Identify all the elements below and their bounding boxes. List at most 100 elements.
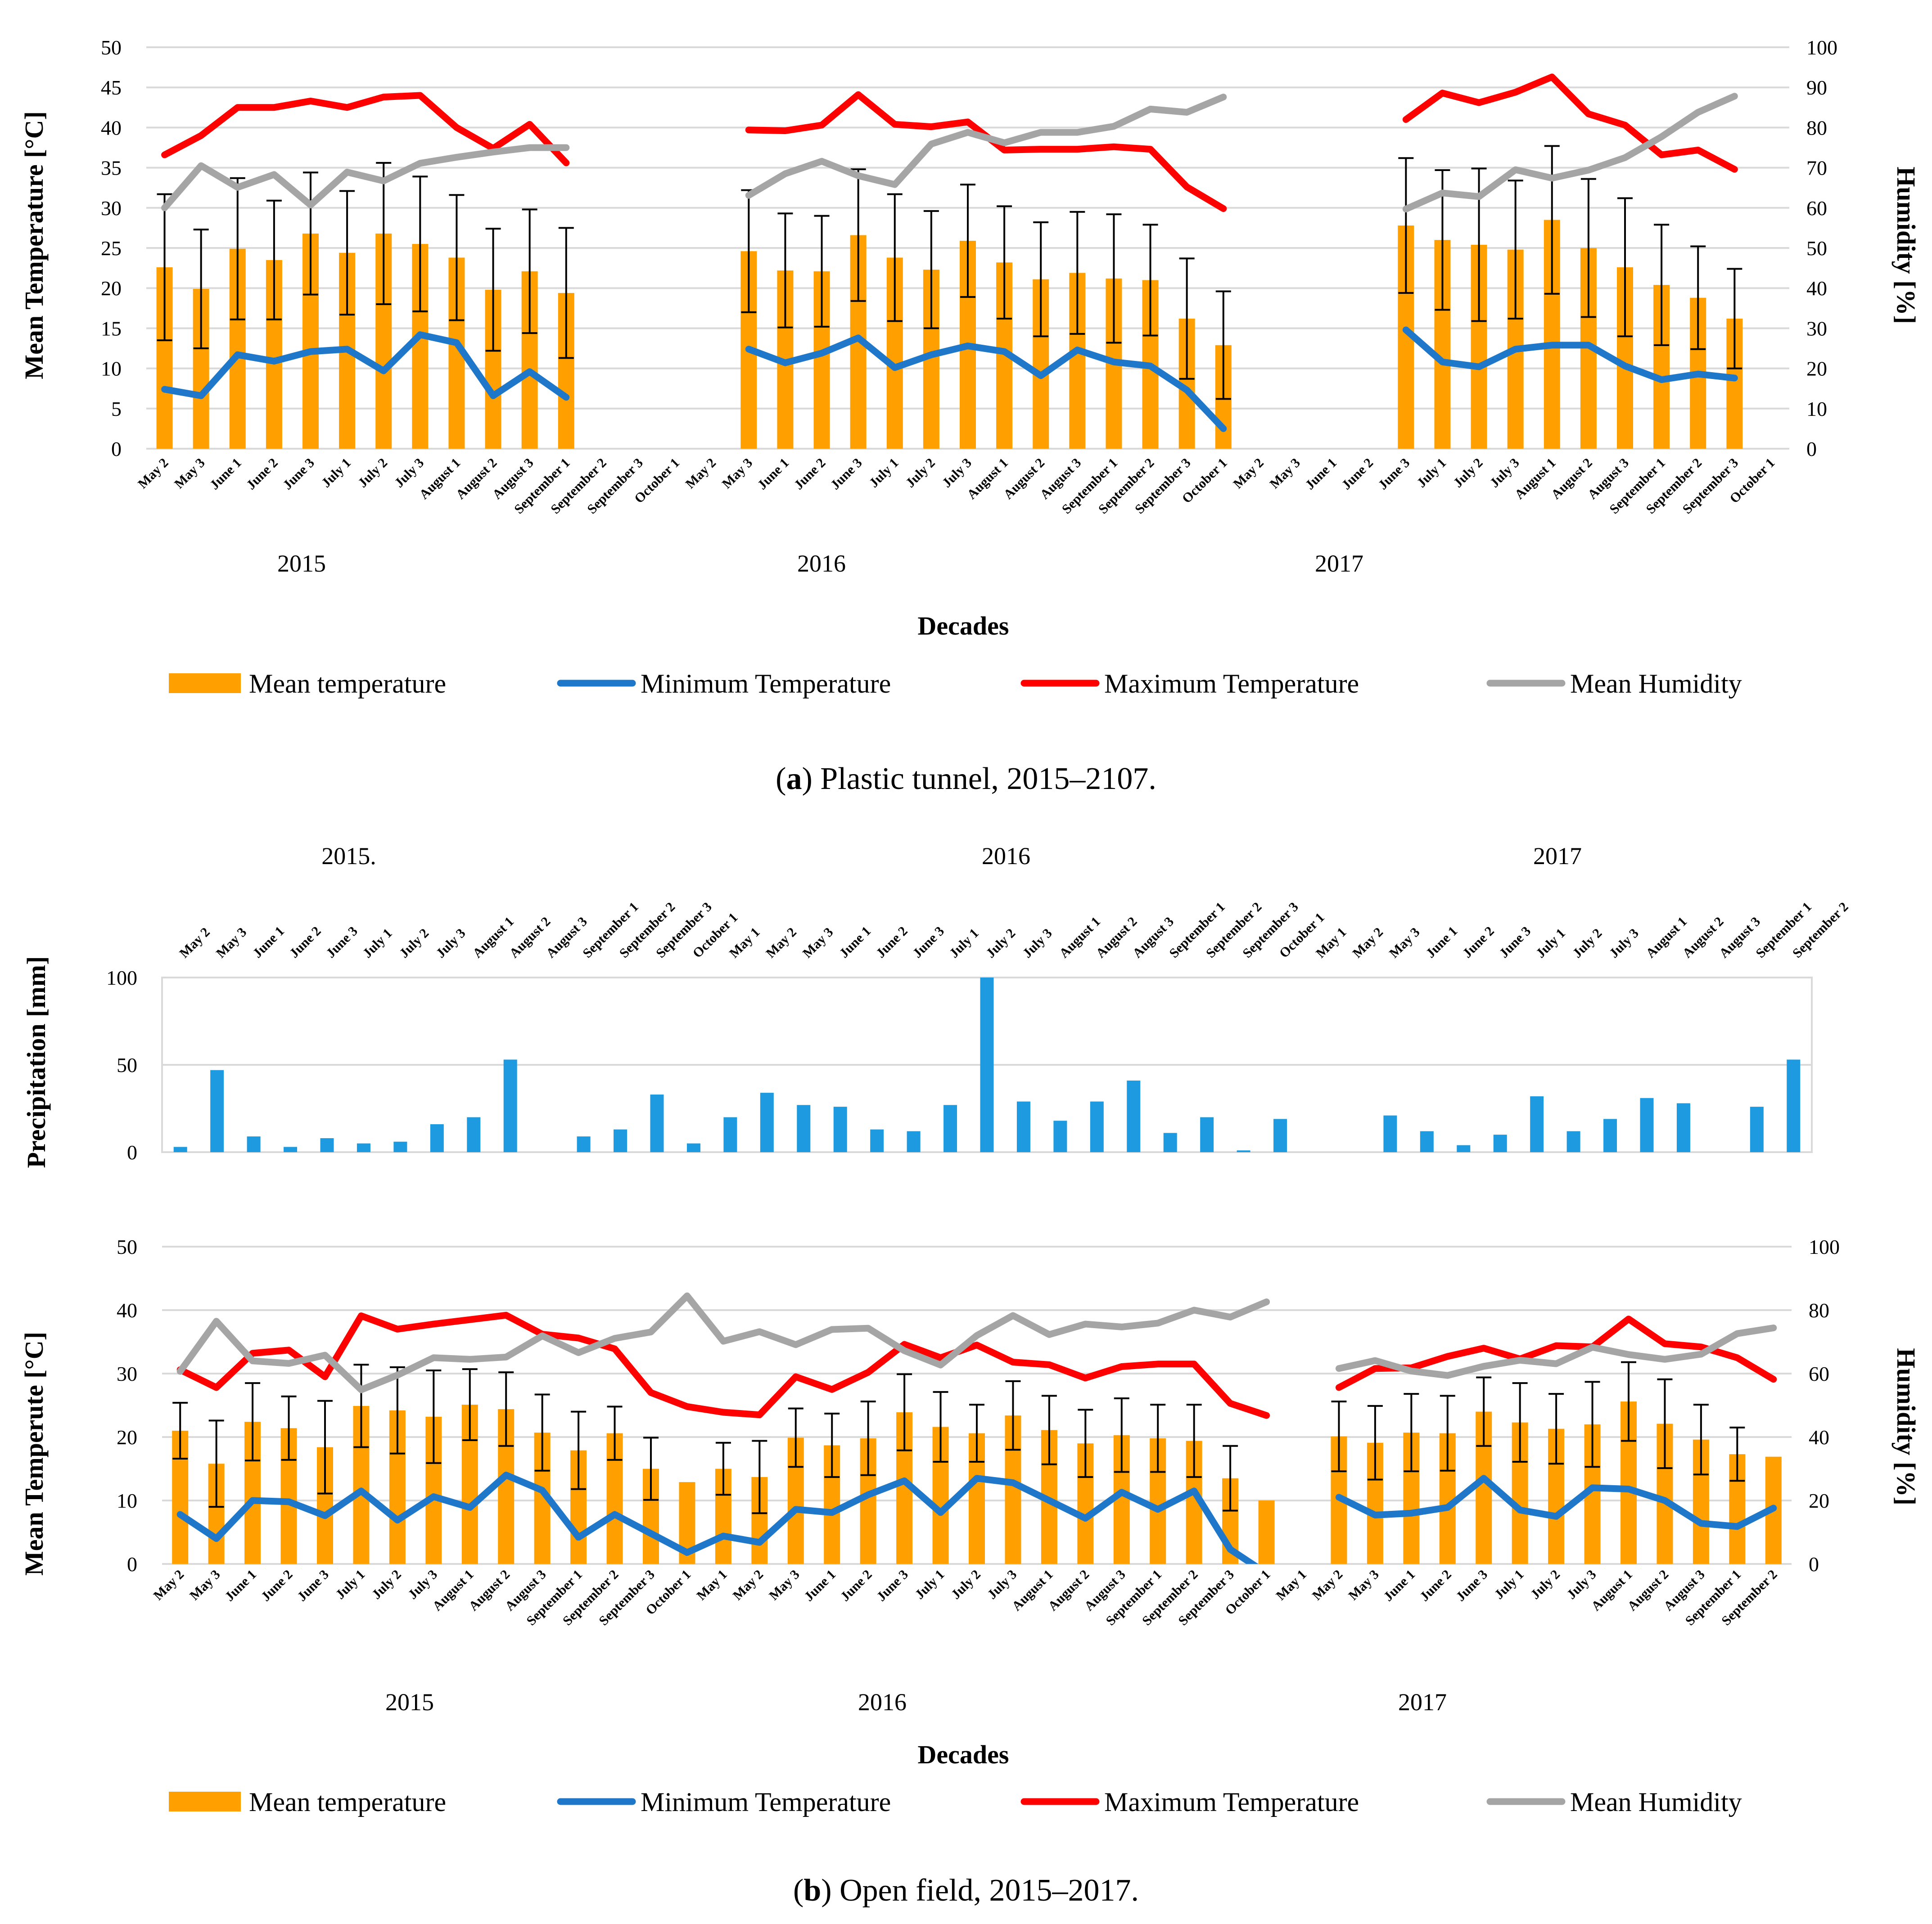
right-axis-title: Humidity [%] bbox=[1891, 167, 1921, 324]
left-tick-30: 30 bbox=[101, 197, 122, 220]
year-labels: 2015 2016 2017 bbox=[277, 550, 1363, 577]
legend-label-mean-humidity: Mean Humidity bbox=[1570, 669, 1742, 698]
x-tick-36: July 2 bbox=[1450, 455, 1485, 491]
right-tick-100: 100 bbox=[1809, 1235, 1840, 1258]
x-tick-19: June 2 bbox=[873, 924, 911, 961]
bar-34 bbox=[1420, 1131, 1434, 1152]
x-tick-32: May 2 bbox=[1350, 924, 1386, 960]
bar-2 bbox=[247, 1136, 261, 1152]
year-label-2017: 2017 bbox=[1398, 1689, 1447, 1716]
right-tick-90: 90 bbox=[1806, 76, 1827, 99]
right-tick-0: 0 bbox=[1806, 437, 1817, 460]
x-tick-21: July 1 bbox=[947, 926, 982, 961]
left-tick-25: 25 bbox=[101, 237, 122, 260]
right-tick-80: 80 bbox=[1809, 1299, 1829, 1322]
x-tick-22: July 2 bbox=[983, 926, 1018, 961]
x-tick-34: June 1 bbox=[1423, 924, 1460, 961]
bar-41 bbox=[1676, 1103, 1690, 1152]
bar-17 bbox=[797, 1105, 811, 1152]
x-tick-3: June 2 bbox=[244, 455, 281, 493]
left-tick-0: 0 bbox=[127, 1141, 137, 1164]
bar-7 bbox=[430, 1124, 444, 1152]
minimum-temperature-line bbox=[176, 1472, 1777, 1564]
x-tick-32: June 1 bbox=[1302, 455, 1340, 493]
x-tick-21: July 1 bbox=[912, 1567, 947, 1602]
series-lines bbox=[161, 73, 1738, 432]
left-tick-50: 50 bbox=[101, 36, 122, 59]
mean-temperature-bars bbox=[156, 220, 1743, 449]
x-tick-6: July 2 bbox=[397, 926, 432, 961]
bar-13 bbox=[650, 1094, 664, 1152]
bar-20 bbox=[907, 1131, 921, 1152]
left-tick-30: 30 bbox=[117, 1362, 137, 1385]
x-tick-36: June 3 bbox=[1496, 924, 1534, 961]
mean-humidity-line bbox=[161, 93, 1738, 212]
left-tick-10: 10 bbox=[101, 357, 122, 380]
x-tick-1: May 3 bbox=[213, 924, 249, 960]
x-tick-37: July 1 bbox=[1533, 926, 1568, 961]
x-tick-6: July 2 bbox=[355, 455, 390, 491]
bar-16 bbox=[760, 1093, 774, 1152]
x-tick-18: June 1 bbox=[836, 924, 874, 961]
right-tick-20: 20 bbox=[1806, 357, 1827, 380]
right-tick-10: 10 bbox=[1806, 397, 1827, 420]
right-tick-70: 70 bbox=[1806, 157, 1827, 180]
right-tick-60: 60 bbox=[1809, 1362, 1829, 1385]
x-tick-21: July 2 bbox=[903, 455, 938, 491]
right-tick-40: 40 bbox=[1806, 277, 1827, 300]
plastic-tunnel-chart: 0 5 10 15 20 25 30 35 40 45 50 0 10 20 30 40 50 60 70 80 90… bbox=[19, 36, 1921, 796]
bar-24 bbox=[1053, 1121, 1067, 1152]
year-label-2016: 2016 bbox=[797, 550, 846, 577]
bar-44 bbox=[1787, 1059, 1801, 1152]
x-tick-4: June 3 bbox=[280, 455, 317, 493]
left-axis-title: Precipitation [mm] bbox=[22, 956, 51, 1168]
bar-37 bbox=[1530, 1096, 1544, 1152]
right-tick-80: 80 bbox=[1806, 116, 1827, 139]
year-label-2015: 2015. bbox=[321, 843, 376, 870]
x-tick-18: June 2 bbox=[791, 455, 829, 493]
right-tick-50: 50 bbox=[1806, 237, 1827, 260]
x-tick-19: June 3 bbox=[828, 455, 865, 493]
x-tick-34: June 3 bbox=[1375, 455, 1413, 493]
legend: Mean temperature Minimum Temperature Maxim… bbox=[169, 1787, 1742, 1817]
x-tick-20: June 3 bbox=[874, 1567, 911, 1604]
x-tick-15: May 1 bbox=[694, 1567, 730, 1603]
left-tick-20: 20 bbox=[117, 1426, 137, 1449]
left-tick-10: 10 bbox=[117, 1489, 137, 1512]
x-tick-5: July 1 bbox=[333, 1567, 368, 1602]
x-axis-title: Decades bbox=[918, 1740, 1009, 1769]
left-tick-45: 45 bbox=[101, 76, 122, 99]
bar-22 bbox=[980, 978, 994, 1152]
legend-label-minimum-temperature: Minimum Temperature bbox=[641, 1787, 891, 1817]
x-tick-31: May 1 bbox=[1313, 924, 1349, 960]
bar-38 bbox=[1566, 1131, 1580, 1152]
x-tick-0: May 2 bbox=[176, 924, 212, 960]
bar-14 bbox=[686, 1143, 700, 1152]
left-tick-50: 50 bbox=[117, 1054, 137, 1077]
bar-0 bbox=[173, 1147, 187, 1152]
x-tick-33: May 3 bbox=[1386, 924, 1422, 960]
x-tick-1: May 3 bbox=[172, 455, 208, 491]
mean-humidity-line bbox=[176, 1292, 1777, 1393]
x-tick-18: June 1 bbox=[801, 1567, 839, 1604]
year-label-2015: 2015 bbox=[385, 1689, 434, 1716]
bar-39 bbox=[1603, 1119, 1617, 1152]
x-tick-2: June 1 bbox=[222, 1567, 259, 1604]
x-tick-15: May 2 bbox=[683, 455, 719, 491]
right-axis-ticks: 0 10 20 30 40 50 60 70 80 90 100 bbox=[1806, 36, 1837, 460]
bar-5 bbox=[357, 1143, 370, 1152]
caption-text: ) Open field, 2015–2017. bbox=[821, 1873, 1139, 1908]
x-tick-33: June 2 bbox=[1339, 455, 1376, 493]
left-tick-0: 0 bbox=[127, 1553, 137, 1576]
caption-a: (a) Plastic tunnel, 2015–2107. bbox=[776, 761, 1156, 796]
bar-36 bbox=[1493, 1135, 1507, 1152]
x-tick-4: June 3 bbox=[323, 924, 361, 961]
x-tick-39: July 3 bbox=[1564, 1567, 1599, 1602]
caption-label: a bbox=[786, 761, 802, 796]
bar-40 bbox=[1640, 1098, 1654, 1152]
bar-29 bbox=[1237, 1150, 1250, 1152]
x-tick-20: July 1 bbox=[867, 455, 902, 491]
